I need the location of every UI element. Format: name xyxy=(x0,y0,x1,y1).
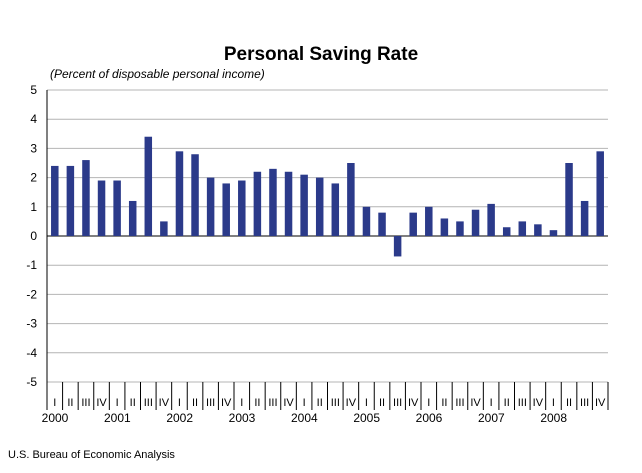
x-tick-label-quarter: I xyxy=(240,397,243,409)
bar xyxy=(97,180,106,236)
chart-title: Personal Saving Rate xyxy=(223,44,419,65)
bar xyxy=(113,180,121,236)
bar xyxy=(222,183,230,236)
x-tick-label-quarter: III xyxy=(144,397,153,409)
bar xyxy=(160,221,168,236)
x-tick-label-quarter: III xyxy=(518,397,527,409)
x-tick-label-year: 2001 xyxy=(104,411,131,425)
bar xyxy=(82,160,90,236)
y-tick-label: 3 xyxy=(30,141,37,155)
x-tick-label-quarter: III xyxy=(393,397,402,409)
bar xyxy=(502,227,511,236)
bar xyxy=(565,163,573,236)
x-tick-label-year: 2004 xyxy=(291,411,318,425)
bar xyxy=(300,174,308,236)
bar xyxy=(596,151,604,236)
bar xyxy=(393,236,402,257)
x-tick-label-quarter: II xyxy=(504,397,510,409)
bar xyxy=(128,200,137,236)
x-tick-label-quarter: I xyxy=(53,397,56,409)
bar xyxy=(580,200,589,236)
x-tick-label-quarter: I xyxy=(490,397,493,409)
bar xyxy=(347,163,355,236)
x-tick-label-quarter: IV xyxy=(96,397,107,409)
bar xyxy=(487,203,495,236)
bar xyxy=(284,171,293,236)
bar xyxy=(253,171,262,236)
bar xyxy=(191,154,199,236)
y-tick-label: 1 xyxy=(30,200,37,214)
x-tick-label-year: 2000 xyxy=(42,411,69,425)
x-tick-label-quarter: II xyxy=(379,397,385,409)
bar xyxy=(51,165,59,236)
x-tick-label-quarter: IV xyxy=(283,397,294,409)
x-tick-label-year: 2008 xyxy=(540,411,567,425)
x-tick-label-quarter: III xyxy=(580,397,589,409)
x-tick-label-quarter: IV xyxy=(470,397,481,409)
x-tick-label-quarter: I xyxy=(178,397,181,409)
x-tick-label-year: 2006 xyxy=(416,411,443,425)
bar xyxy=(518,221,527,236)
bar xyxy=(331,183,340,236)
x-tick-label-year: 2002 xyxy=(166,411,193,425)
x-tick-label-quarter: II xyxy=(566,397,572,409)
x-tick-label-year: 2003 xyxy=(229,411,256,425)
x-tick-label-quarter: I xyxy=(303,397,306,409)
y-tick-label: -4 xyxy=(26,346,37,360)
chart-subtitle: (Percent of disposable personal income) xyxy=(50,67,265,81)
x-tick-label-quarter: II xyxy=(130,397,136,409)
y-tick-label: -3 xyxy=(26,317,37,331)
bar xyxy=(456,221,464,236)
y-tick-label: 5 xyxy=(30,83,37,97)
x-tick-label-quarter: IV xyxy=(159,397,170,409)
x-tick-label-quarter: I xyxy=(365,397,368,409)
bar xyxy=(362,206,371,236)
bar xyxy=(269,168,277,236)
x-tick-label-quarter: III xyxy=(455,397,464,409)
y-tick-label: 2 xyxy=(30,171,37,185)
x-tick-label-quarter: IV xyxy=(221,397,232,409)
bar xyxy=(440,218,449,236)
x-tick-label-year: 2007 xyxy=(478,411,505,425)
x-tick-label-quarter: I xyxy=(116,397,119,409)
bar xyxy=(425,206,433,236)
bar xyxy=(315,177,324,236)
y-tick-label: 0 xyxy=(30,229,37,243)
x-tick-label-quarter: IV xyxy=(346,397,357,409)
bar xyxy=(238,180,246,236)
bar xyxy=(175,151,184,236)
bar xyxy=(66,165,75,236)
y-tick-label: -1 xyxy=(26,258,37,272)
x-tick-label-quarter: I xyxy=(552,397,555,409)
x-tick-label-quarter: II xyxy=(192,397,198,409)
bar xyxy=(549,230,558,236)
x-tick-label-quarter: IV xyxy=(533,397,544,409)
x-tick-label-quarter: II xyxy=(67,397,73,409)
x-tick-label-quarter: II xyxy=(441,397,447,409)
y-tick-label: -2 xyxy=(26,287,37,301)
y-tick-label: -5 xyxy=(26,375,37,389)
x-tick-label-quarter: II xyxy=(317,397,323,409)
x-tick-label-quarter: I xyxy=(427,397,430,409)
bar xyxy=(471,209,480,236)
source-note: U.S. Bureau of Economic Analysis xyxy=(8,449,175,461)
bar xyxy=(409,212,417,236)
bar xyxy=(206,177,215,236)
x-tick-label-quarter: IV xyxy=(595,397,606,409)
x-tick-label-quarter: II xyxy=(254,397,260,409)
bar xyxy=(378,212,386,236)
x-tick-label-quarter: III xyxy=(268,397,277,409)
x-tick-label-quarter: III xyxy=(206,397,215,409)
bar xyxy=(534,224,542,236)
x-tick-label-quarter: III xyxy=(81,397,90,409)
x-tick-label-quarter: IV xyxy=(408,397,419,409)
x-tick-label-quarter: III xyxy=(331,397,340,409)
bar xyxy=(144,136,153,236)
y-tick-label: 4 xyxy=(30,112,37,126)
x-tick-label-year: 2005 xyxy=(353,411,380,425)
